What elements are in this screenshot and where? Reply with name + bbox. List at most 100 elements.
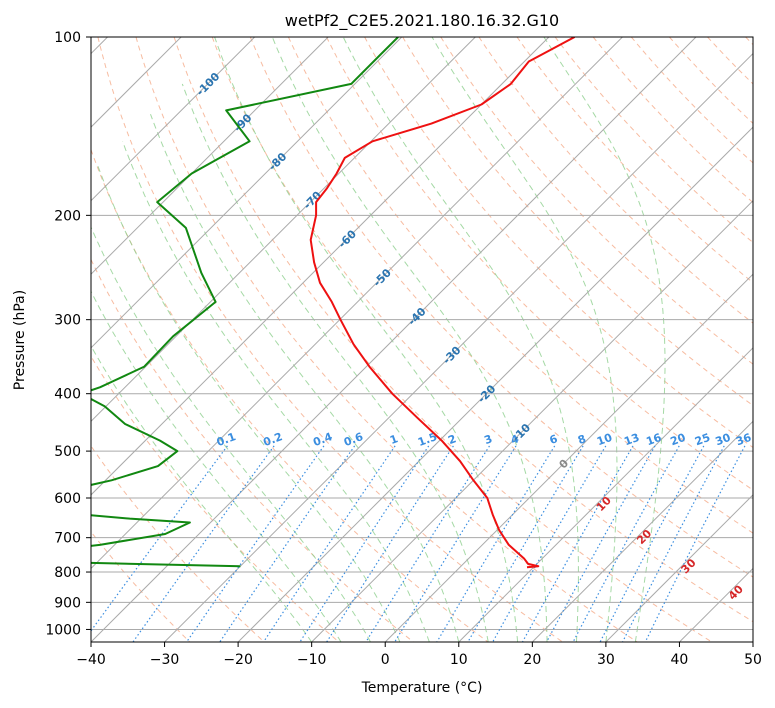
x-tick-label: 10 <box>450 652 468 668</box>
dry-adiabat <box>249 37 753 578</box>
isotherm-line <box>384 273 753 642</box>
theta-label: 10 <box>594 494 614 514</box>
isotherm-line <box>91 37 256 202</box>
dry-adiabat <box>592 37 753 204</box>
mixing-ratio-label: 10 <box>595 431 614 449</box>
x-tick-label: −10 <box>297 652 327 668</box>
mixing-ratio-line <box>262 445 396 642</box>
dry-adiabat <box>402 37 753 407</box>
x-tick-label: 30 <box>597 652 615 668</box>
chart-title: wetPf2_C2E5.2021.180.16.32.G10 <box>285 11 559 31</box>
x-tick-label: 40 <box>671 652 689 668</box>
moist-adiabat <box>271 37 548 642</box>
mixing-ratio-line <box>326 445 454 642</box>
mixing-ratio-line <box>546 445 656 642</box>
isotherm-line <box>164 52 753 642</box>
dry-adiabat <box>478 37 753 324</box>
mixing-ratio-line <box>394 445 517 642</box>
mixing-ratio-label: 3 <box>482 432 494 447</box>
mixing-ratio-line <box>91 445 228 632</box>
moist-adiabat <box>91 290 342 642</box>
mixing-ratio-line <box>467 445 584 642</box>
moist-adiabat <box>122 141 430 642</box>
x-tick-label: −30 <box>150 652 180 668</box>
axes: −40 −30 −20 −10 0 10 20 30 40 5010020030040050060… <box>45 30 762 668</box>
dry-adiabat <box>516 37 753 284</box>
y-axis-label: Pressure (hPa) <box>12 290 28 390</box>
dry-adiabat <box>97 37 563 642</box>
line-labels: 0.1 0.2 0.4 0.6 1 1.5 2 3 4 6 8 10 13 16 20 25 30 36-100-… <box>194 70 753 603</box>
mixing-ratio-label: 0.1 <box>215 430 238 449</box>
isotherm-line <box>458 347 753 642</box>
x-tick-label: 50 <box>744 652 762 668</box>
moist-adiabat <box>431 37 618 642</box>
dry-adiabat <box>364 37 753 449</box>
mixing-ratio-line <box>622 445 725 642</box>
plot-frame <box>90 36 754 643</box>
y-tick-label: 300 <box>54 313 81 329</box>
moist-adiabat <box>91 345 313 642</box>
mixing-ratio-label: 30 <box>714 431 733 449</box>
mixing-ratio-line <box>365 445 491 642</box>
isotherm-label: -30 <box>440 343 463 366</box>
y-tick-label: 400 <box>54 387 81 403</box>
mixing-ratio-label: 4 <box>509 432 521 447</box>
theta-label: 30 <box>679 556 699 576</box>
dry-adiabat <box>211 37 753 623</box>
moist-adiabat <box>150 114 460 642</box>
mixing-ratio-line <box>132 445 275 642</box>
y-tick-label: 800 <box>54 565 81 581</box>
mixing-ratio-label: 20 <box>669 431 688 449</box>
x-tick-label: −40 <box>76 652 106 668</box>
mixing-ratio-line <box>492 445 607 642</box>
dry-adiabat <box>91 531 191 642</box>
dry-adiabat <box>745 37 753 46</box>
background-lines <box>91 37 753 642</box>
dry-adiabat <box>630 37 753 164</box>
mixing-ratio-line <box>186 445 325 642</box>
x-tick-label: 20 <box>523 652 541 668</box>
temperature-profile-line <box>309 37 576 569</box>
isotherm-line <box>531 420 753 642</box>
x-tick-label: −20 <box>223 652 253 668</box>
dry-adiabat <box>135 37 638 642</box>
x-tick-label: 0 <box>381 652 390 668</box>
mixing-ratio-label: 16 <box>644 431 663 449</box>
mixing-ratio-line <box>219 445 356 642</box>
isotherm-line <box>91 37 697 642</box>
moist-adiabat <box>214 37 519 642</box>
y-tick-label: 100 <box>54 30 81 46</box>
mixing-ratio-label: 0.2 <box>262 430 285 449</box>
mixing-ratio-line <box>644 445 746 642</box>
isotherm-line <box>91 37 329 275</box>
y-tick-label: 600 <box>54 491 81 507</box>
mixing-ratio-line <box>599 445 705 642</box>
mixing-ratio-label: 1.5 <box>416 430 439 449</box>
mixing-ratio-label: 36 <box>734 431 753 449</box>
isotherm-line <box>752 641 753 642</box>
dry-adiabat <box>669 37 753 124</box>
y-tick-label: 700 <box>54 531 81 547</box>
isotherm-line <box>91 37 623 570</box>
isotherm-line <box>91 37 550 496</box>
theta-label: 40 <box>726 582 746 602</box>
isotherm-label: -50 <box>371 266 394 289</box>
mixing-ratio-label: 1 <box>388 432 400 447</box>
dry-adiabat <box>173 37 713 642</box>
dry-adiabat <box>440 37 753 365</box>
x-axis-label: Temperature (°C) <box>361 680 483 696</box>
moist-adiabat <box>342 37 579 642</box>
y-tick-label: 200 <box>54 208 81 224</box>
mixing-ratio-label: 0.4 <box>311 430 334 449</box>
isotherm-line <box>91 37 476 423</box>
mixing-ratio-label: 8 <box>576 432 588 447</box>
profiles <box>91 37 576 569</box>
moist-adiabat <box>543 37 666 642</box>
y-tick-label: 1000 <box>45 622 81 638</box>
moist-adiabat <box>181 83 489 642</box>
isotherm-label: -60 <box>336 227 359 250</box>
isotherm-line <box>679 567 753 642</box>
dry-adiabat <box>91 445 265 642</box>
mixing-ratio-label: 6 <box>548 432 560 447</box>
